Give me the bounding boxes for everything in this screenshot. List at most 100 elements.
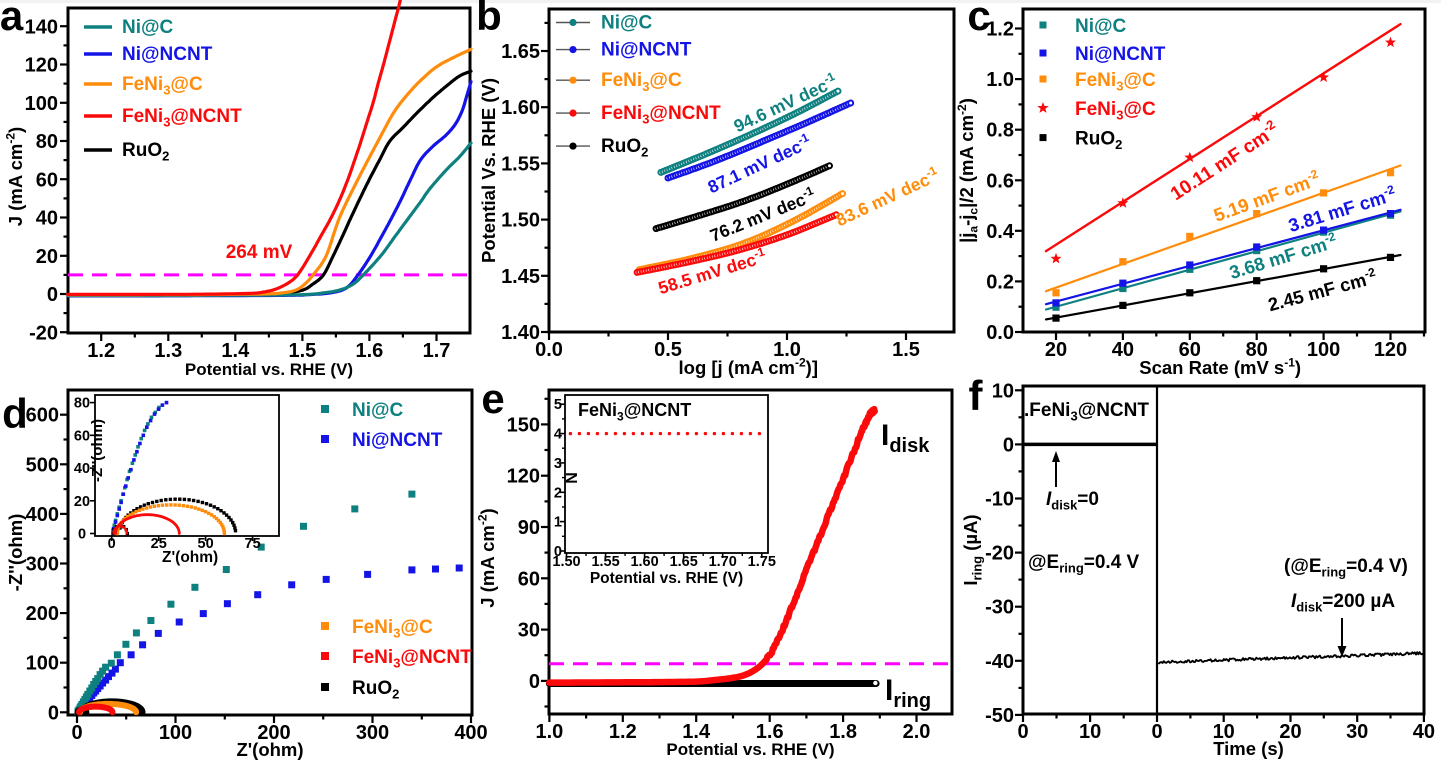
svg-text:0: 0 xyxy=(108,536,116,552)
svg-text:-20: -20 xyxy=(985,543,1014,565)
svg-text:1.45: 1.45 xyxy=(501,266,540,288)
svg-text:25: 25 xyxy=(151,536,167,552)
svg-text:1.50: 1.50 xyxy=(552,554,580,570)
svg-text:Iring (µA): Iring (µA) xyxy=(960,514,985,585)
svg-text:-Z''(ohm): -Z''(ohm) xyxy=(89,419,106,482)
svg-text:140: 140 xyxy=(25,16,58,38)
svg-text:1.3: 1.3 xyxy=(154,340,182,362)
svg-text:1.70: 1.70 xyxy=(709,554,737,570)
svg-text:Potential vs. RHE (V): Potential vs. RHE (V) xyxy=(185,360,353,379)
svg-text:(@Ering=0.4 V): (@Ering=0.4 V) xyxy=(1284,556,1408,580)
svg-text:-30: -30 xyxy=(985,597,1014,619)
svg-text:200: 200 xyxy=(26,603,59,625)
svg-text:Z'(ohm): Z'(ohm) xyxy=(236,739,303,760)
svg-text:Ni@NCNT: Ni@NCNT xyxy=(601,40,692,61)
svg-text:-50: -50 xyxy=(985,705,1014,727)
svg-text:1: 1 xyxy=(554,515,562,531)
svg-text:RuO2: RuO2 xyxy=(122,140,169,164)
svg-text:Scan Rate (mV s-1): Scan Rate (mV s-1) xyxy=(1139,356,1301,378)
svg-text:40: 40 xyxy=(1413,721,1435,743)
svg-text:FeNi3@NCNT: FeNi3@NCNT xyxy=(578,400,691,423)
svg-text:50: 50 xyxy=(198,536,214,552)
svg-text:FeNi3@C: FeNi3@C xyxy=(1075,70,1156,94)
svg-text:1.0: 1.0 xyxy=(535,721,563,743)
svg-text:Ni@C: Ni@C xyxy=(352,400,404,421)
svg-text:20: 20 xyxy=(36,246,58,268)
svg-text:150: 150 xyxy=(507,414,540,436)
svg-text:1.60: 1.60 xyxy=(630,554,658,570)
svg-text:e: e xyxy=(481,375,504,422)
svg-text:30: 30 xyxy=(1346,721,1368,743)
svg-text:75: 75 xyxy=(245,536,261,552)
svg-text:-20: -20 xyxy=(29,322,58,344)
svg-text:40: 40 xyxy=(74,461,90,477)
svg-text:1.55: 1.55 xyxy=(501,153,540,175)
svg-text:80: 80 xyxy=(74,396,90,412)
svg-text:Ni@C: Ni@C xyxy=(601,13,653,34)
svg-text:RuO2: RuO2 xyxy=(1075,129,1122,153)
svg-text:100: 100 xyxy=(1307,339,1340,361)
svg-text:300: 300 xyxy=(356,722,389,744)
svg-text:N: N xyxy=(564,472,581,484)
svg-text:60: 60 xyxy=(74,428,90,444)
svg-text:Idisk=0: Idisk=0 xyxy=(1046,489,1099,513)
svg-text:0: 0 xyxy=(48,702,59,724)
svg-text:20: 20 xyxy=(1279,721,1301,743)
svg-text:1.40: 1.40 xyxy=(501,322,540,344)
svg-text:1.4: 1.4 xyxy=(682,721,711,743)
svg-text:1.5: 1.5 xyxy=(892,339,920,361)
svg-text:1.60: 1.60 xyxy=(501,97,540,119)
svg-text:Ni@NCNT: Ni@NCNT xyxy=(352,430,443,451)
svg-text:100: 100 xyxy=(25,93,58,115)
svg-text:FeNi3@C: FeNi3@C xyxy=(122,74,203,98)
svg-text:Ni@NCNT: Ni@NCNT xyxy=(122,44,213,65)
svg-text:200: 200 xyxy=(257,722,290,744)
svg-text:2: 2 xyxy=(554,485,562,501)
svg-text:f: f xyxy=(969,372,984,419)
svg-text:Potential vs. RHE (V): Potential vs. RHE (V) xyxy=(590,570,743,587)
svg-text:40: 40 xyxy=(36,208,58,230)
svg-text:60: 60 xyxy=(518,568,540,590)
svg-text:10: 10 xyxy=(1079,721,1101,743)
svg-text:0: 0 xyxy=(554,544,562,560)
svg-text:Idisk=200 µA: Idisk=200 µA xyxy=(1291,591,1395,615)
svg-text:100: 100 xyxy=(159,722,192,744)
svg-text:0.4: 0.4 xyxy=(986,221,1015,243)
svg-text:40: 40 xyxy=(1112,339,1134,361)
svg-text:120: 120 xyxy=(507,466,540,488)
svg-text:FeNi3@C: FeNi3@C xyxy=(352,617,433,641)
svg-text:Iring: Iring xyxy=(885,674,931,712)
svg-text:3: 3 xyxy=(554,456,562,472)
svg-text:0: 0 xyxy=(1151,721,1162,743)
svg-text:@Ering=0.4 V: @Ering=0.4 V xyxy=(1028,552,1140,576)
svg-text:0: 0 xyxy=(47,284,58,306)
svg-text:Z'(ohm): Z'(ohm) xyxy=(162,549,218,566)
svg-text:60: 60 xyxy=(36,169,58,191)
svg-text:1.8: 1.8 xyxy=(829,721,857,743)
svg-text:500: 500 xyxy=(26,454,59,476)
svg-text:FeNi3@NCNT: FeNi3@NCNT xyxy=(352,647,472,671)
svg-text:1.5: 1.5 xyxy=(288,340,316,362)
svg-text:0: 0 xyxy=(71,722,82,744)
svg-text:20: 20 xyxy=(1045,339,1067,361)
svg-text:RuO2: RuO2 xyxy=(352,678,399,702)
svg-text:Idisk: Idisk xyxy=(881,419,930,457)
svg-text:300: 300 xyxy=(26,554,59,576)
svg-text:1.6: 1.6 xyxy=(355,340,383,362)
svg-text:2.0: 2.0 xyxy=(903,721,931,743)
svg-text:1.2: 1.2 xyxy=(609,721,637,743)
svg-text:1.65: 1.65 xyxy=(501,41,540,63)
svg-text:600: 600 xyxy=(26,405,59,427)
svg-text:|ja-jc|/2 (mA cm-2): |ja-jc|/2 (mA cm-2) xyxy=(955,98,981,243)
svg-text:0: 0 xyxy=(1017,721,1028,743)
svg-text:80: 80 xyxy=(36,131,58,153)
svg-text:1.4: 1.4 xyxy=(221,340,250,362)
svg-text:FeNi3@NCNT: FeNi3@NCNT xyxy=(122,106,242,130)
svg-text:90: 90 xyxy=(518,517,540,539)
svg-text:10: 10 xyxy=(992,380,1014,402)
svg-text:400: 400 xyxy=(26,504,59,526)
svg-text:1.55: 1.55 xyxy=(591,554,619,570)
svg-text:1.7: 1.7 xyxy=(423,340,451,362)
svg-text:J (mA cm-2): J (mA cm-2) xyxy=(476,508,498,607)
svg-text:Ni@C: Ni@C xyxy=(122,17,174,38)
